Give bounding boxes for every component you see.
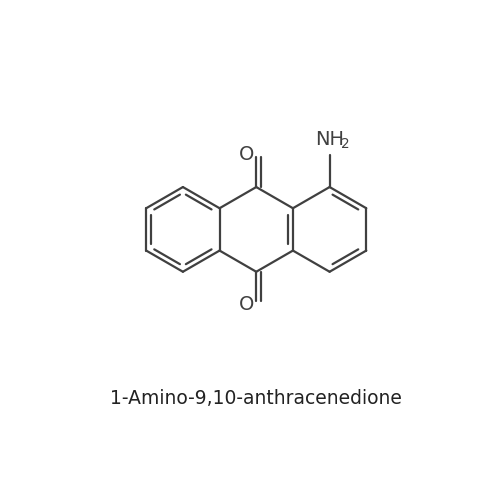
Text: 2: 2: [342, 137, 350, 151]
Text: 1-Amino-9,10-anthracenedione: 1-Amino-9,10-anthracenedione: [110, 390, 402, 408]
Text: NH: NH: [315, 130, 344, 149]
Text: O: O: [239, 296, 254, 314]
Text: O: O: [239, 144, 254, 164]
